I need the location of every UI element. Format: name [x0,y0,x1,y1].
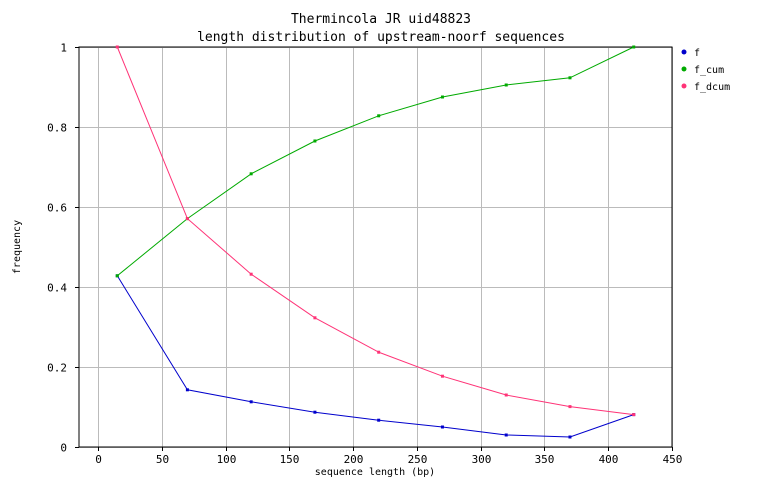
x-tick-label: 350 [535,453,555,466]
data-point [568,405,572,409]
data-point [568,76,572,80]
data-point [115,274,119,278]
data-point [377,350,381,354]
data-point [313,316,317,320]
grid [79,47,673,448]
y-tick-label: 0.8 [47,122,67,135]
x-tick-label: 200 [344,453,364,466]
data-point [440,95,444,99]
data-point [249,172,253,176]
data-point [632,413,636,417]
data-point [504,433,508,437]
y-axis: 0 0.2 0.4 0.6 0.8 1 [47,42,79,455]
legend-label: f_dcum [694,82,730,93]
y-tick-label: 0.2 [47,362,67,375]
x-tick-label: 150 [280,453,300,466]
series-line [116,46,634,416]
x-axis: 0 50 100 150 200 250 300 350 400 450 [95,447,682,466]
data-point [185,388,189,392]
x-tick-label: 300 [472,453,492,466]
data-point [504,393,508,397]
y-axis-label: frequency [12,220,23,274]
data-point [313,139,317,143]
data-point [313,410,317,414]
x-tick-label: 250 [408,453,428,466]
legend-item: f_dcum [681,82,730,93]
data-point [249,272,253,276]
legend-label: f_cum [694,65,724,76]
x-tick-label: 450 [663,453,683,466]
data-point [377,418,381,422]
data-point [504,83,508,87]
chart-subtitle: length distribution of upstream-noorf se… [197,30,565,45]
y-tick-label: 1 [60,42,67,55]
legend-marker [681,49,687,55]
y-tick-label: 0 [60,442,67,455]
data-point [568,435,572,439]
plot-area [78,46,673,448]
x-tick-label: 0 [95,453,102,466]
legend-item: f [681,48,700,59]
legend-item: f_cum [681,65,724,76]
x-tick-label: 400 [599,453,619,466]
series-f-cum [115,45,636,278]
data-point [440,425,444,429]
x-tick-label: 100 [217,453,237,466]
series-line [116,275,634,438]
y-tick-label: 0.6 [47,202,67,215]
legend-marker [681,83,687,89]
data-point [185,217,189,221]
legend: f f_cum f_dcum [681,48,730,93]
series-group [115,45,636,439]
series-f-dcum [115,45,636,417]
data-point [115,45,119,49]
legend-label: f [694,48,700,59]
data-point [632,45,636,49]
legend-marker [681,66,687,72]
chart-title: Thermincola JR uid48823 [291,12,471,27]
data-point [249,400,253,404]
data-point [377,114,381,118]
data-point [440,374,444,378]
series-f [115,274,636,439]
x-tick-label: 50 [156,453,169,466]
y-tick-label: 0.4 [47,282,67,295]
series-line [116,46,634,277]
x-axis-label: sequence length (bp) [315,467,435,478]
